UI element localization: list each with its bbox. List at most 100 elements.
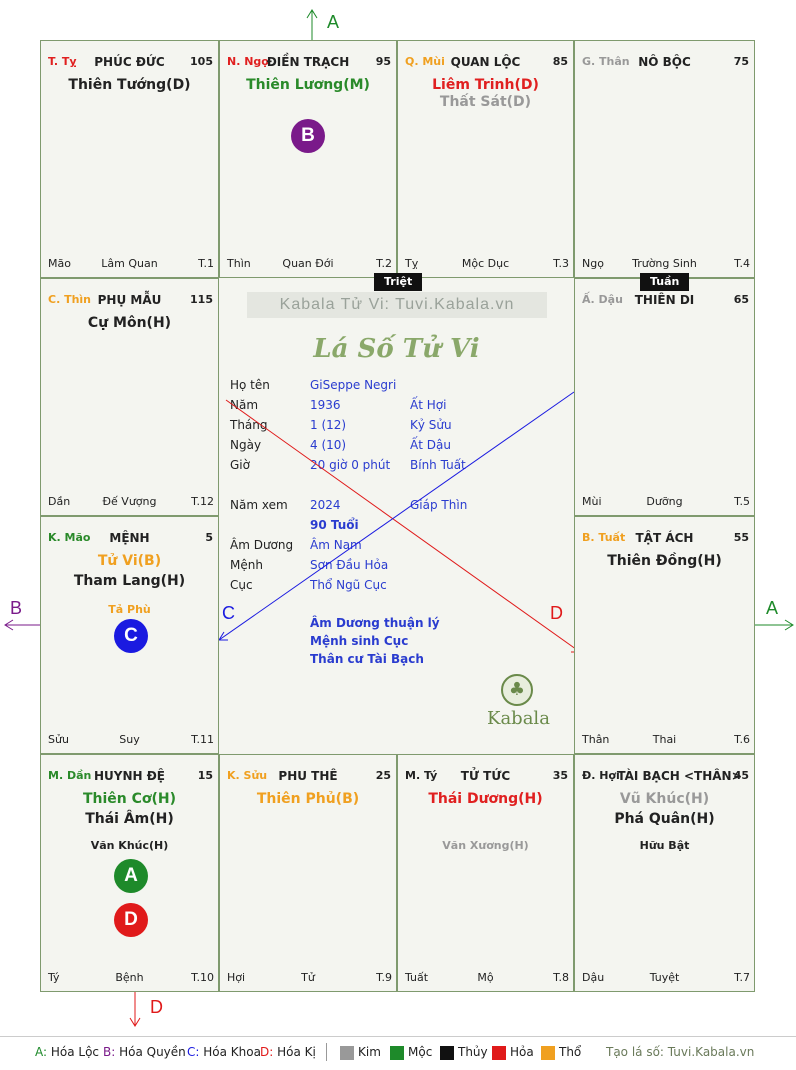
major-star: Thất Sát(D) <box>439 94 532 110</box>
palace-stage: Lâm Quan <box>101 257 158 270</box>
watermark: Kabala Tử Vi: Tuvi.Kabala.vn <box>247 292 547 318</box>
palace-branch: Tuất <box>405 971 429 984</box>
marker-a-circle: A <box>114 859 148 893</box>
palace-score: 55 <box>733 531 749 544</box>
arrow-label-d-center: D <box>550 603 563 623</box>
major-star: Tham Lang(H) <box>73 573 186 589</box>
palace-branch: Sửu <box>48 733 69 746</box>
element-label: Hỏa <box>510 1045 534 1059</box>
info-value: 1 (12) <box>310 418 347 432</box>
palace-name: NÔ BỘC <box>638 55 691 69</box>
legend-element: Mộc <box>390 1045 432 1060</box>
palace-score: 35 <box>552 769 568 782</box>
info-value2: Giáp Thìn <box>410 498 468 512</box>
major-star: Thiên Phủ(B) <box>256 791 360 807</box>
palace-name: PHÚC ĐỨC <box>94 55 165 69</box>
palace-score: 5 <box>205 531 213 544</box>
palace-name: ĐIỀN TRẠCH <box>266 55 350 69</box>
palace-branch: Tỵ <box>405 257 419 270</box>
palace-mui[interactable]: Q. Mùi QUAN LỘC 85 Liêm Trinh(D) Thất Sát(D)… <box>397 40 574 278</box>
info-label: Âm Dương <box>230 538 294 552</box>
info-label: Năm <box>230 398 259 412</box>
minor-star: Văn Xương(H) <box>442 839 529 852</box>
palace-code: T. Tỵ <box>48 55 77 68</box>
palace-ngo[interactable]: N. Ngọ ĐIỀN TRẠCH 95 Thiên Lương(M) Thìn Quan… <box>219 40 397 278</box>
palace-stage: Bệnh <box>115 971 144 984</box>
palace-hoi[interactable]: Đ. Hợi TÀI BẠCH <THÂN> 45 Vũ Khúc(H) Phá Quâ… <box>574 754 755 992</box>
arrow-label-a-right: A <box>766 598 779 618</box>
palace-name: PHU THÊ <box>278 769 338 783</box>
element-label: Thổ <box>559 1045 582 1059</box>
credit-link[interactable]: Tạo lá số: Tuvi.Kabala.vn <box>606 1045 755 1059</box>
legend-key: D <box>260 1045 270 1059</box>
marker-c-circle: C <box>114 619 148 653</box>
palace-age: T.4 <box>734 257 750 270</box>
palace-name: QUAN LỘC <box>450 55 521 69</box>
palace-code: Đ. Hợi <box>582 769 620 782</box>
note-line: Âm Dương thuận lý <box>310 616 440 630</box>
element-label: Mộc <box>408 1045 433 1059</box>
palace-score: 85 <box>552 55 568 68</box>
palace-dau[interactable]: Ấ. Dậu THIÊN DI 65 Mùi Dưỡng T.5 <box>574 278 755 516</box>
chart-title: Lá Số Tử Vi <box>313 334 480 364</box>
palace-age: T.2 <box>376 257 392 270</box>
element-swatch <box>340 1045 354 1060</box>
minor-star: Hữu Bật <box>639 839 690 852</box>
legend-key: B <box>103 1045 112 1059</box>
major-star: Thiên Đồng(H) <box>607 553 722 569</box>
element-swatch <box>440 1045 454 1060</box>
palace-score: 115 <box>190 293 213 306</box>
info-value2: Kỷ Sửu <box>410 418 452 432</box>
info-label: Họ tên <box>230 378 270 392</box>
palace-than[interactable]: G. Thân NÔ BỘC 75 Ngọ Trường Sinh T.4 <box>574 40 755 278</box>
info-value: 4 (10) <box>310 438 347 452</box>
palace-tuat[interactable]: B. Tuất TẬT ÁCH 55 Thiên Đồng(H) Thân Thai T.6 <box>574 516 755 754</box>
palace-ti[interactable]: M. Tý TỬ TỨC 35 Thái Dương(H) Văn Xương(H) Tu… <box>397 754 574 992</box>
palace-branch: Hợi <box>227 971 246 984</box>
triet-tag: Triệt <box>374 273 423 291</box>
element-swatch <box>492 1045 506 1060</box>
palace-name: THIÊN DI <box>634 293 695 307</box>
legend-element: Hỏa <box>492 1045 534 1060</box>
major-star: Liêm Trinh(D) <box>432 77 539 93</box>
info-label: Năm xem <box>230 498 288 512</box>
element-swatch <box>541 1045 555 1060</box>
legend-key: C <box>187 1045 196 1059</box>
palace-branch: Dần <box>48 495 71 508</box>
info-label: Mệnh <box>230 558 263 572</box>
palace-thin[interactable]: C. Thìn PHỤ MẪU 115 Cự Môn(H) Dần Đế Vượng T.1… <box>40 278 219 516</box>
legend-bar: A: Hóa Lộc B: Hóa Quyền C: Hóa Khoa D: Hóa … <box>0 1036 796 1066</box>
palace-name: TÀI BẠCH <THÂN> <box>617 769 742 783</box>
notes-block: Âm Dương thuận lý Mệnh sinh Cục Thân cư Tà… <box>310 616 440 670</box>
legend-element: Kim <box>340 1045 381 1060</box>
palace-code: K. Sửu <box>227 769 268 782</box>
brand-name: Kabala <box>487 708 550 729</box>
palace-branch: Mão <box>48 257 71 270</box>
legend-text: Hóa Kị <box>277 1045 316 1059</box>
minor-star: Văn Khúc(H) <box>90 839 169 852</box>
legend-key: A <box>35 1045 43 1059</box>
info-value: 20 giờ 0 phút <box>310 458 391 472</box>
legend-divider <box>326 1043 327 1061</box>
element-swatch <box>390 1045 404 1060</box>
palace-code: Ấ. Dậu <box>582 293 623 306</box>
palace-ty[interactable]: T. Tỵ PHÚC ĐỨC 105 Thiên Tướng(D) Mão Lâm Qua… <box>40 40 219 278</box>
info-label: Ngày <box>230 438 262 452</box>
info-value2: Bính Tuất <box>410 458 466 472</box>
age: 90 Tuổi <box>310 518 359 532</box>
palace-stage: Trường Sinh <box>632 257 697 270</box>
legend-hoa: C: Hóa Khoa <box>187 1045 261 1059</box>
legend-text: Hóa Khoa <box>203 1045 261 1059</box>
tuan-tag: Tuần <box>640 273 690 291</box>
palace-name: HUYNH ĐỆ <box>94 769 165 783</box>
palace-stage: Suy <box>119 733 140 746</box>
legend-text: Hóa Lộc <box>50 1045 100 1059</box>
info-value: 2024 <box>310 498 341 512</box>
palace-score: 105 <box>190 55 213 68</box>
palace-branch: Mùi <box>582 495 602 508</box>
palace-branch: Dậu <box>582 971 605 984</box>
palace-branch: Ngọ <box>582 257 604 270</box>
palace-stage: Đế Vượng <box>102 495 157 508</box>
info-value: Sơn Đầu Hỏa <box>310 558 389 572</box>
palace-suu[interactable]: K. Sửu PHU THÊ 25 Thiên Phủ(B) Hợi Tử T.9 <box>219 754 397 992</box>
